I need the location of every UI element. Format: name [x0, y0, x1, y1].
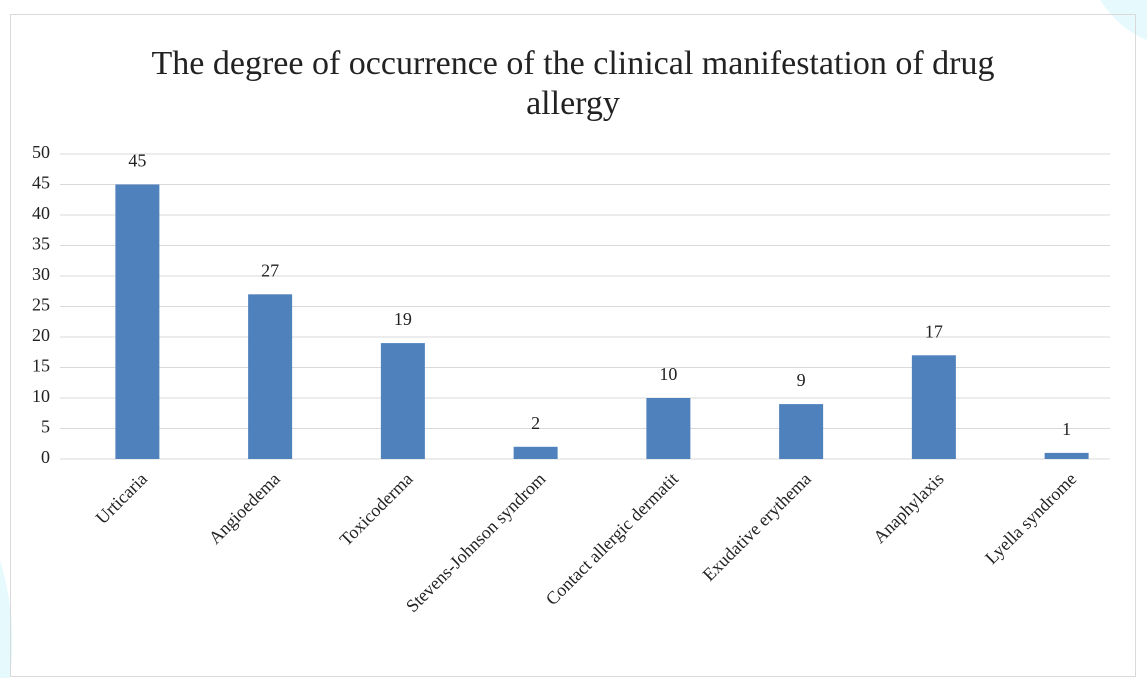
bar	[248, 294, 293, 459]
y-tick-label: 0	[41, 447, 50, 467]
data-label: 9	[797, 370, 806, 390]
y-tick-label: 30	[32, 264, 50, 284]
y-tick-label: 40	[32, 203, 50, 223]
y-tick-label: 45	[32, 173, 50, 193]
chart-title: The degree of occurrence of the clinical…	[151, 45, 995, 122]
decoration	[0, 560, 13, 678]
y-tick-label: 20	[32, 325, 50, 345]
data-label: 27	[261, 260, 279, 280]
data-label: 10	[659, 364, 677, 384]
data-label: 45	[128, 151, 146, 171]
y-tick-label: 25	[32, 295, 50, 315]
y-tick-label: 35	[32, 234, 50, 254]
data-label: 17	[925, 321, 943, 341]
data-label: 2	[531, 413, 540, 433]
data-label: 1	[1062, 419, 1071, 439]
data-label: 19	[394, 309, 412, 329]
bar	[646, 398, 691, 459]
y-tick-label: 5	[41, 417, 50, 437]
bar	[115, 184, 160, 459]
bar	[1044, 452, 1089, 459]
bar	[513, 446, 558, 459]
bar	[779, 404, 824, 459]
chart-border	[10, 14, 1136, 677]
y-tick-label: 15	[32, 356, 50, 376]
y-tick-label: 10	[32, 386, 50, 406]
bar	[911, 355, 956, 459]
y-tick-label: 50	[32, 142, 50, 162]
bar	[380, 343, 425, 459]
